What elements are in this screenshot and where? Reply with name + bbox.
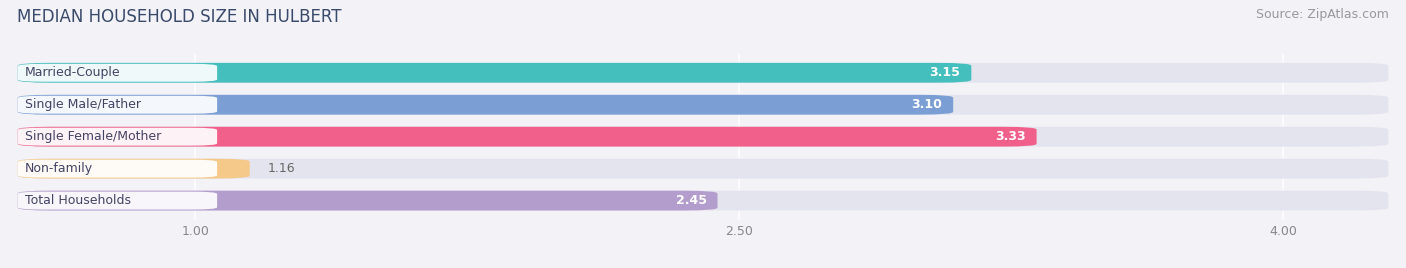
Text: Source: ZipAtlas.com: Source: ZipAtlas.com [1256, 8, 1389, 21]
FancyBboxPatch shape [18, 63, 1388, 83]
Text: Non-family: Non-family [25, 162, 93, 175]
FancyBboxPatch shape [18, 127, 1388, 147]
FancyBboxPatch shape [18, 192, 217, 210]
FancyBboxPatch shape [18, 95, 953, 115]
FancyBboxPatch shape [18, 159, 1388, 178]
FancyBboxPatch shape [18, 127, 1036, 147]
FancyBboxPatch shape [18, 95, 1388, 115]
FancyBboxPatch shape [18, 191, 717, 210]
Text: Single Male/Father: Single Male/Father [25, 98, 141, 111]
Text: 2.45: 2.45 [676, 194, 707, 207]
Text: Married-Couple: Married-Couple [25, 66, 121, 79]
Text: Single Female/Mother: Single Female/Mother [25, 130, 162, 143]
FancyBboxPatch shape [18, 63, 972, 83]
FancyBboxPatch shape [18, 64, 217, 82]
Text: 3.15: 3.15 [929, 66, 960, 79]
FancyBboxPatch shape [18, 191, 1388, 210]
Text: MEDIAN HOUSEHOLD SIZE IN HULBERT: MEDIAN HOUSEHOLD SIZE IN HULBERT [17, 8, 342, 26]
FancyBboxPatch shape [18, 96, 217, 114]
FancyBboxPatch shape [18, 128, 217, 146]
FancyBboxPatch shape [18, 160, 217, 178]
FancyBboxPatch shape [18, 159, 250, 178]
Text: 1.16: 1.16 [269, 162, 295, 175]
Text: Total Households: Total Households [25, 194, 131, 207]
Text: 3.33: 3.33 [995, 130, 1026, 143]
Text: 3.10: 3.10 [911, 98, 942, 111]
